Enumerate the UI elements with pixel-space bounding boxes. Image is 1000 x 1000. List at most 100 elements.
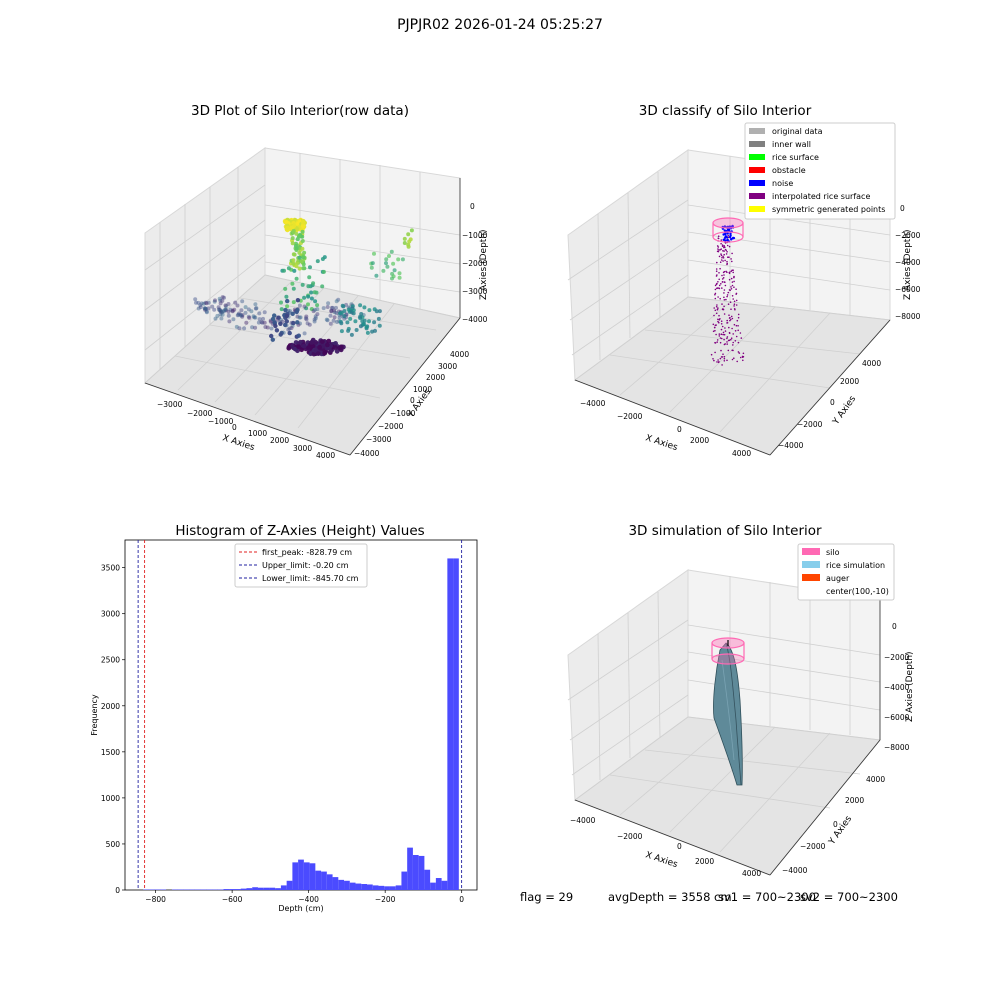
raw-point [315, 351, 321, 356]
raw-point [287, 330, 292, 336]
classify-point-interpolated [739, 332, 742, 334]
raw-point [292, 268, 297, 273]
classify-point-interpolated [726, 251, 728, 253]
raw-point [302, 331, 307, 336]
classify-point-interpolated [722, 277, 725, 279]
classify-point-interpolated [721, 245, 724, 248]
raw-point [306, 284, 311, 289]
histogram-bar [240, 888, 247, 890]
classify-point-interpolated [717, 281, 719, 283]
classify-point-interpolated [734, 308, 736, 311]
histogram-x-tick-label: 0 [459, 895, 464, 904]
raw-point [361, 322, 366, 327]
raw-point [278, 321, 283, 326]
raw-point [223, 307, 228, 312]
raw-point [236, 312, 241, 317]
histogram-bar [401, 871, 408, 890]
classify-point-interpolated [717, 359, 719, 361]
stat-flag: flag = 29 [520, 890, 574, 904]
histogram-bar [303, 862, 310, 890]
simulation-plot-title: 3D simulation of Silo Interior [628, 523, 822, 539]
raw-point [274, 328, 280, 333]
raw-point [315, 303, 320, 308]
classify-point-interpolated [719, 267, 721, 270]
classify-point-interpolated [730, 286, 732, 288]
raw-point [300, 246, 305, 251]
classify-point-interpolated [720, 349, 722, 352]
classify-point-interpolated [726, 322, 729, 324]
raw-point [321, 306, 326, 311]
raw-point [204, 301, 209, 306]
classify-point-interpolated [721, 278, 724, 280]
raw-point [367, 308, 372, 313]
raw-point [336, 297, 341, 302]
raw-point [226, 302, 231, 306]
raw-point [339, 321, 344, 326]
classify-point-interpolated [723, 305, 725, 308]
classify-point-interpolated [714, 297, 717, 300]
classify-point-interpolated [716, 261, 718, 264]
raw-point [332, 315, 337, 320]
classify-point-interpolated [723, 245, 725, 247]
raw-point [220, 309, 225, 314]
raw-point [230, 309, 235, 314]
classify-point-interpolated [731, 295, 734, 297]
classify-point-interpolated [733, 303, 736, 306]
raw-point [223, 307, 228, 312]
raw-point [226, 313, 231, 318]
raw-y-tick: 4000 [450, 350, 469, 359]
raw-point [284, 294, 289, 299]
raw-point [313, 299, 318, 304]
raw-point [345, 320, 350, 325]
classify-point-interpolated [737, 316, 740, 319]
histogram-bar [418, 855, 425, 890]
classify-y-tick: 0 [830, 398, 835, 407]
raw-point [297, 234, 301, 239]
simulation-plot-ticks: −4000 −2000 0 2000 4000 −4000 −2000 0 20… [570, 622, 910, 878]
raw-point [203, 306, 208, 311]
raw-point [402, 241, 407, 245]
raw-point [332, 345, 338, 350]
classify-point-noise [726, 238, 729, 242]
histogram-bar [338, 879, 345, 890]
raw-point [246, 314, 251, 319]
simulation-z-tick: −2000 [884, 653, 910, 662]
raw-point [302, 250, 307, 255]
raw-point [300, 223, 306, 229]
raw-point [204, 310, 209, 315]
classify-z-tick: −8000 [895, 312, 921, 321]
classify-point-noise [726, 232, 729, 235]
raw-point [224, 308, 229, 313]
raw-point [385, 264, 390, 269]
raw-point [294, 276, 299, 281]
classify-point-interpolated [729, 289, 731, 292]
raw-point [262, 310, 267, 315]
classify-point-interpolated [714, 351, 716, 354]
classify-point-interpolated [718, 249, 720, 251]
classify-point-interpolated [723, 360, 726, 362]
classify-x-tick: −2000 [617, 412, 643, 421]
classify-point-interpolated [716, 250, 719, 253]
classify-y-tick: 2000 [840, 377, 859, 386]
histogram-y-tick-label: 2500 [101, 656, 120, 665]
raw-point [309, 296, 314, 301]
raw-point [397, 271, 402, 276]
classify-point-interpolated [733, 323, 736, 326]
classify-point-interpolated [730, 277, 733, 280]
classify-point-interpolated [728, 326, 730, 329]
raw-point [203, 300, 208, 305]
histogram-bar [321, 871, 327, 890]
histogram-y-tick-label: 1000 [101, 794, 120, 803]
classify-point-interpolated [723, 313, 726, 315]
raw-point [243, 305, 248, 310]
legend-label-rice-surface: rice surface [772, 153, 819, 162]
raw-point [307, 322, 312, 327]
raw-point [335, 320, 339, 324]
classify-point-interpolated [723, 299, 726, 301]
classify-point-interpolated [716, 304, 718, 306]
classify-point-interpolated [735, 299, 738, 302]
raw-point [242, 326, 247, 331]
classify-point-interpolated [724, 284, 727, 287]
classify-point-interpolated [718, 284, 721, 287]
classify-point-interpolated [721, 281, 724, 283]
